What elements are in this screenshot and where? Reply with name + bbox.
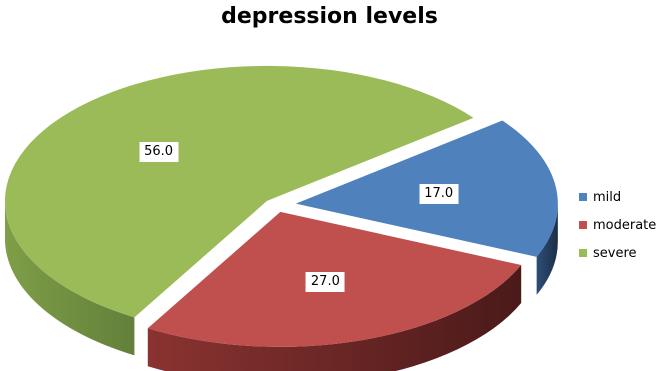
pie-side-mild [536, 203, 558, 295]
data-label-moderate: 27.0 [305, 272, 345, 293]
pie-slice-severe [4, 65, 474, 318]
legend-label-severe: severe [593, 245, 637, 261]
legend-item-mild: mild [579, 183, 656, 211]
data-label-severe: 56.0 [139, 142, 179, 163]
legend-label-moderate: moderate [593, 217, 657, 233]
legend-item-moderate: moderate [579, 211, 656, 239]
data-label-mild: 17.0 [419, 184, 459, 205]
legend-swatch-mild [579, 193, 587, 201]
legend-swatch-severe [579, 249, 587, 257]
legend-label-mild: mild [593, 189, 622, 205]
pie-side-moderate [147, 265, 522, 371]
pie-side-severe [4, 200, 135, 356]
legend-swatch-moderate [579, 221, 587, 229]
legend-item-severe: severe [579, 239, 656, 267]
legend: mild moderate severe [579, 183, 656, 267]
chart-title: depression levels [221, 4, 438, 29]
